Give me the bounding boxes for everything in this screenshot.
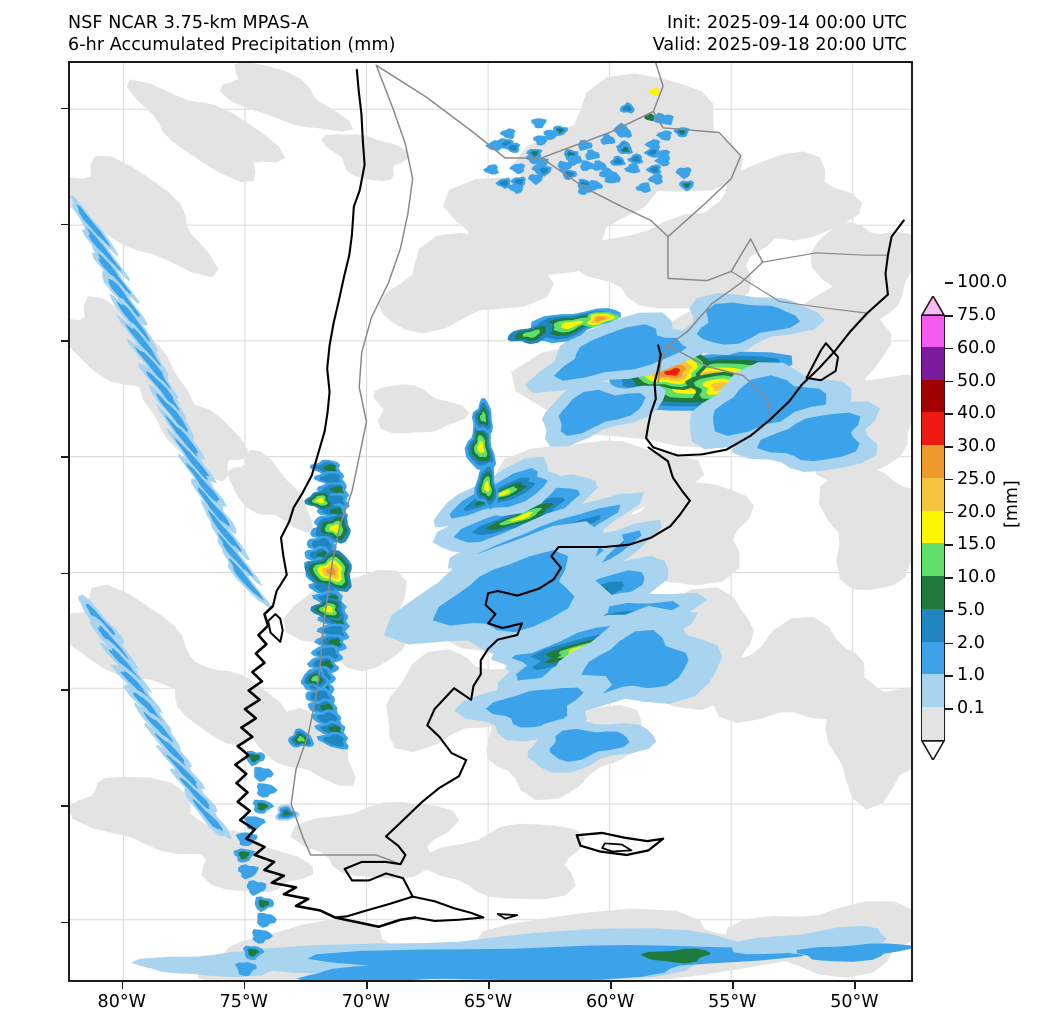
lat-tick-mark-2 <box>61 340 68 342</box>
colorbar-tick-label-2: 2.0 <box>957 632 985 653</box>
field-name: 6-hr Accumulated Precipitation (mm) <box>68 35 396 55</box>
lon-tick-mark-5 <box>732 982 734 989</box>
colorbar-tick-label-7: 25.0 <box>957 468 996 489</box>
lon-tick-mark-2 <box>365 982 368 989</box>
lon-tick-label-6: 50°W <box>830 992 879 1012</box>
lon-tick-label-5: 55°W <box>708 992 757 1012</box>
colorbar-tick-6 <box>945 511 953 514</box>
valid-time: Valid: 2025-09-18 20:00 UTC <box>652 35 907 55</box>
colorbar-tick-label-8: 30.0 <box>957 436 996 457</box>
colorbar-band-4 <box>922 575 944 609</box>
colorbar-band-11 <box>922 346 944 380</box>
colorbar-tick-label-0: 0.1 <box>957 698 985 719</box>
colorbar-tick-label-5: 15.0 <box>957 534 996 555</box>
lat-tick-mark-5 <box>61 688 68 691</box>
lat-tick-mark-6 <box>61 805 68 807</box>
colorbar-band-9 <box>922 411 944 446</box>
colorbar-under-arrow <box>921 740 945 760</box>
lon-tick-label-4: 60°W <box>585 992 635 1012</box>
colorbar-tick-label-11: 60.0 <box>957 337 996 358</box>
colorbar-band-1 <box>922 673 944 708</box>
colorbar-band-2 <box>922 641 944 675</box>
colorbar-tick-label-12: 75.0 <box>957 305 996 325</box>
lon-tick-label-2: 70°W <box>341 992 391 1012</box>
country-borders <box>290 63 889 865</box>
colorbar-units-label: [mm] <box>1002 480 1022 528</box>
colorbar-band-12 <box>922 316 944 347</box>
colorbar-band-3 <box>922 608 944 642</box>
lat-tick-mark-3 <box>61 456 68 458</box>
lat-tick-mark-1 <box>61 223 68 226</box>
colorbar-tick-label-1: 1.0 <box>957 665 985 686</box>
colorbar-tick-label-3: 5.0 <box>957 599 985 620</box>
colorbar-tick-5 <box>945 544 953 546</box>
header-right: Init: 2025-09-14 00:00 UTC Valid: 2025-0… <box>653 12 907 56</box>
colorbar-tick-8 <box>945 446 953 448</box>
lat-tick-mark-4 <box>61 572 68 575</box>
colorbar-tick-3 <box>945 609 953 612</box>
init-time: Init: 2025-09-14 00:00 UTC <box>667 13 907 33</box>
colorbar-tick-1 <box>945 675 953 678</box>
lat-tick-mark-0 <box>61 107 68 110</box>
lon-tick-label-3: 65°W <box>463 992 513 1012</box>
colorbar-band-8 <box>922 444 944 478</box>
lon-tick-mark-0 <box>121 982 124 989</box>
lon-tick-label-1: 75°W <box>219 992 268 1012</box>
colorbar-tick-label-10: 50.0 <box>957 370 996 391</box>
colorbar-tick-10 <box>945 380 953 383</box>
colorbar-tick-11 <box>945 347 953 350</box>
lon-tick-mark-3 <box>488 982 490 989</box>
colorbar-band-10 <box>922 378 944 413</box>
colorbar-tick-0 <box>945 708 953 710</box>
colorbar-tick-label-13: 100.0 <box>957 272 1008 293</box>
colorbar[interactable]: 0.1 1.0 2.0 5.0 10.0 15.0 20.0 25.0 30.0 40.0 50.0… <box>921 272 1007 760</box>
colorbar-band-5 <box>922 542 944 577</box>
colorbar-tick-label-6: 20.0 <box>957 501 996 522</box>
lon-tick-mark-4 <box>610 982 612 989</box>
lon-tick-mark-1 <box>243 982 246 989</box>
map-plot-area[interactable] <box>68 61 913 982</box>
colorbar-tick-13 <box>945 282 953 284</box>
colorbar-band-6 <box>922 510 944 544</box>
colorbar-over-arrow <box>921 296 945 316</box>
coastlines <box>234 68 905 929</box>
colorbar-tick-label-9: 40.0 <box>957 403 996 424</box>
colorbar-bands <box>921 315 945 741</box>
lat-tick-mark-7 <box>61 921 68 924</box>
colorbar-band-7 <box>922 477 944 511</box>
model-name: NSF NCAR 3.75-km MPAS-A <box>68 13 309 33</box>
colorbar-tick-7 <box>945 478 953 481</box>
precipitation-map <box>70 63 911 980</box>
lon-tick-mark-6 <box>854 982 856 989</box>
colorbar-tick-label-4: 10.0 <box>957 567 996 588</box>
colorbar-tick-12 <box>945 315 953 317</box>
header-left: NSF NCAR 3.75-km MPAS-A 6-hr Accumulated… <box>68 12 396 56</box>
lon-tick-label-0: 80°W <box>97 992 146 1012</box>
colorbar-tick-2 <box>945 642 953 645</box>
colorbar-tick-9 <box>945 413 953 415</box>
precipitation-field <box>70 63 911 980</box>
colorbar-tick-4 <box>945 577 953 579</box>
colorbar-band-0 <box>922 706 944 740</box>
